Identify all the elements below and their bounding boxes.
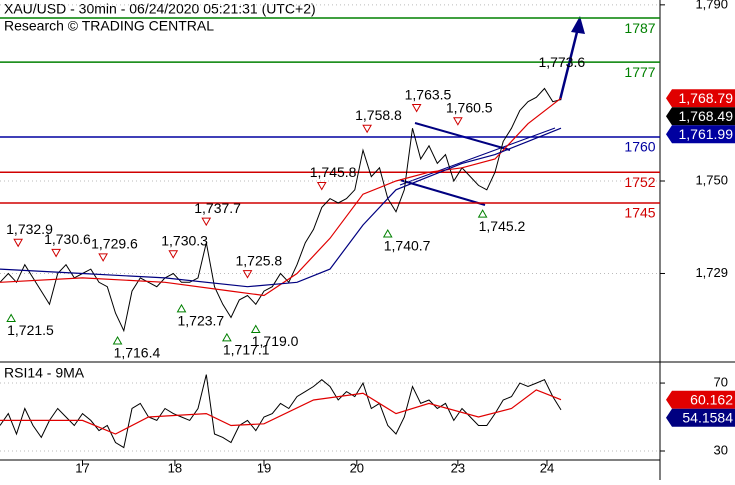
low-label: 1,717.1 — [223, 342, 270, 358]
high-marker — [201, 217, 212, 227]
low-label: 1,723.7 — [178, 313, 225, 329]
series-line — [0, 127, 562, 288]
level-label: 1777 — [624, 64, 655, 80]
low-marker — [382, 228, 393, 238]
price-tag — [666, 125, 735, 144]
price-tag — [666, 408, 735, 427]
high-marker — [98, 253, 108, 262]
high-marker — [453, 117, 463, 126]
level-label: 1787 — [624, 20, 655, 36]
high-label: 1,732.9 — [6, 221, 53, 237]
price-tag-label: 1,768.49 — [679, 108, 734, 124]
high-label: 1,729.6 — [91, 236, 138, 252]
high-marker — [362, 124, 372, 134]
low-marker — [250, 324, 261, 334]
price-tag-label: 1,768.79 — [679, 90, 734, 106]
high-label: 1,758.8 — [355, 107, 402, 123]
y-tick-label: 1,750 — [695, 172, 728, 187]
chart-subtitle: Research © TRADING CENTRAL — [4, 18, 214, 34]
high-label: 1,725.8 — [236, 252, 283, 268]
y-tick-label: 1,790 — [695, 0, 728, 11]
price-tag — [666, 89, 735, 108]
y-tick-label: 30 — [714, 442, 728, 457]
level-label: 1760 — [624, 139, 655, 155]
low-marker — [6, 313, 16, 323]
high-label: 1,730.3 — [161, 232, 208, 248]
high-label: 1,730.6 — [44, 231, 91, 247]
high-marker — [168, 250, 179, 259]
price-tag-label: 1,761.99 — [679, 126, 734, 142]
arrow-head — [571, 16, 585, 34]
channel-line — [399, 179, 486, 206]
series-line — [0, 97, 562, 297]
low-marker — [222, 332, 232, 342]
high-marker — [51, 248, 61, 258]
x-tick-label: 19 — [257, 460, 271, 475]
high-marker — [316, 181, 327, 191]
series-line — [0, 389, 562, 435]
chart-title: XAU/USD - 30min - 06/24/2020 05:21:31 (U… — [4, 1, 316, 17]
price-tag-label: 60.162 — [690, 391, 733, 407]
target-label: 1,773.6 — [538, 54, 585, 70]
low-marker — [176, 303, 187, 313]
high-marker — [242, 270, 253, 279]
high-label: 1,737.7 — [194, 200, 241, 216]
low-marker — [477, 209, 488, 218]
price-tag-label: 54.1584 — [682, 409, 733, 425]
price-tag — [666, 390, 735, 409]
low-label: 1,721.5 — [7, 322, 54, 338]
high-marker — [13, 238, 24, 248]
y-tick-label: 70 — [714, 374, 728, 389]
high-label: 1,760.5 — [446, 99, 493, 115]
level-label: 1752 — [624, 174, 655, 190]
low-label: 1,740.7 — [384, 238, 431, 254]
low-label: 1,745.2 — [479, 218, 526, 234]
price-tag — [666, 107, 735, 126]
forecast-arrow — [558, 27, 580, 101]
high-label: 1,763.5 — [405, 86, 452, 102]
x-tick-label: 20 — [350, 460, 364, 475]
x-tick-label: 17 — [75, 460, 89, 475]
level-label: 1745 — [624, 205, 655, 221]
x-tick-label: 18 — [168, 460, 182, 475]
low-marker — [112, 335, 123, 345]
low-label: 1,716.4 — [114, 345, 161, 361]
high-marker — [411, 104, 422, 113]
low-label: 1,719.0 — [252, 333, 299, 349]
y-tick-label: 1,729 — [695, 265, 728, 280]
x-tick-label: 23 — [451, 460, 465, 475]
high-label: 1,745.8 — [310, 164, 357, 180]
x-tick-label: 24 — [540, 460, 554, 475]
rsi-title: RSI14 - 9MA — [4, 365, 85, 381]
